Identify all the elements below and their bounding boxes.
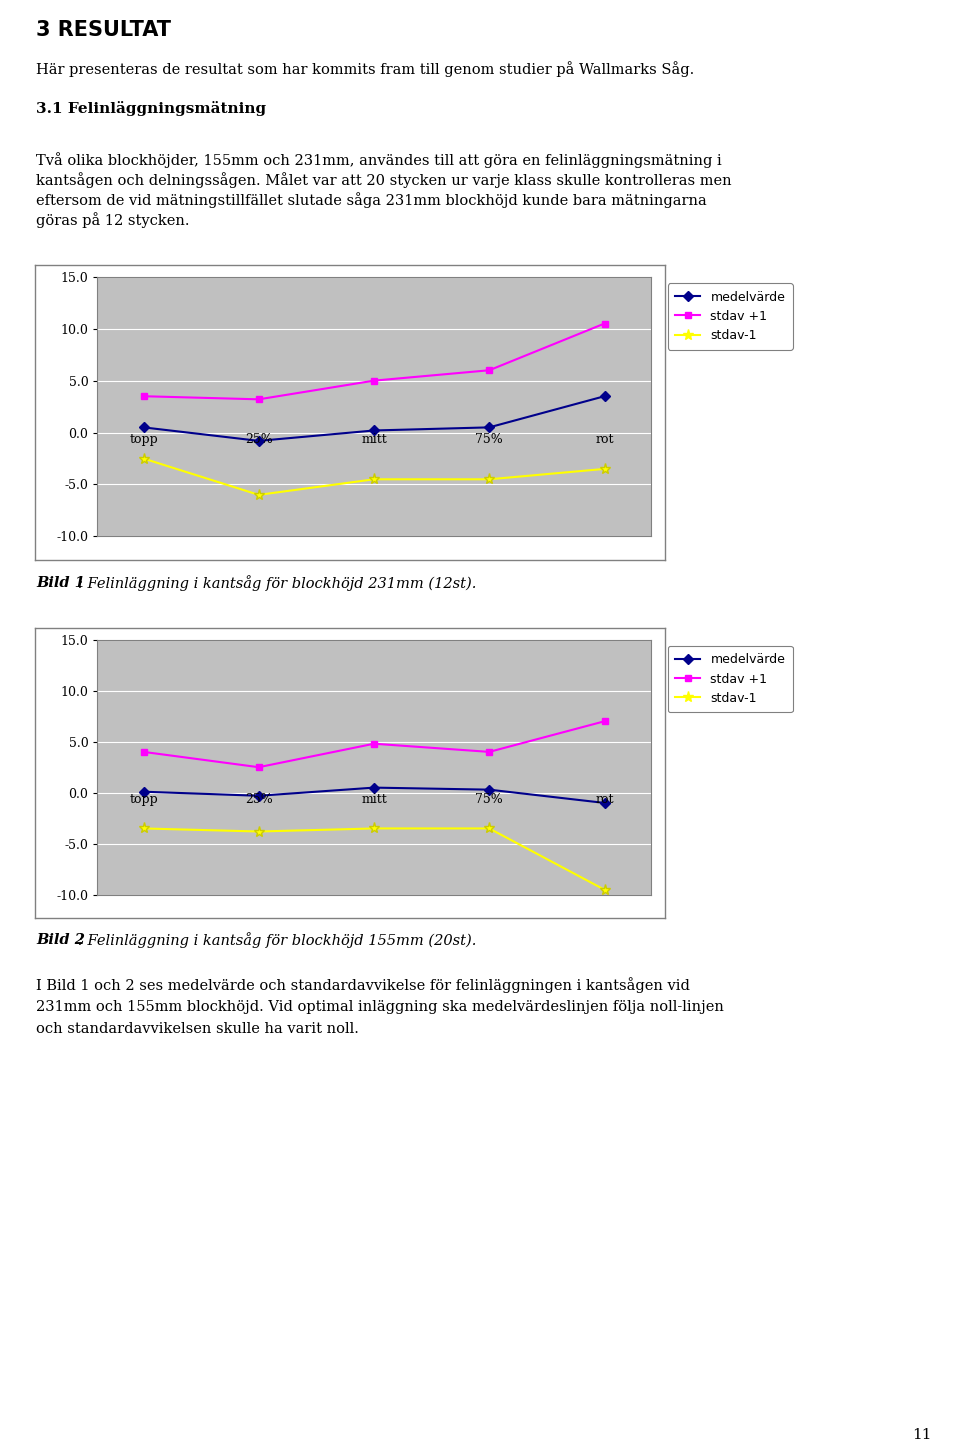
Text: : Felinläggning i kantsåg för blockhöjd 231mm (12st).: : Felinläggning i kantsåg för blockhöjd …: [78, 576, 476, 590]
Text: Här presenteras de resultat som har kommits fram till genom studier på Wallmarks: Här presenteras de resultat som har komm…: [36, 61, 695, 77]
Text: 3.1 Felinläggningsmätning: 3.1 Felinläggningsmätning: [36, 102, 267, 116]
Text: 75%: 75%: [475, 432, 503, 445]
Text: 25%: 25%: [245, 792, 273, 806]
Text: 11: 11: [912, 1428, 931, 1442]
Text: göras på 12 stycken.: göras på 12 stycken.: [36, 212, 190, 228]
Text: Bild 1: Bild 1: [36, 576, 85, 590]
Text: rot: rot: [595, 792, 613, 806]
Text: rot: rot: [595, 432, 613, 445]
Legend: medelvärde, stdav +1, stdav-1: medelvärde, stdav +1, stdav-1: [668, 284, 793, 349]
Text: 75%: 75%: [475, 792, 503, 806]
Text: I Bild 1 och 2 ses medelvärde och standardavvikelse för felinläggningen i kantså: I Bild 1 och 2 ses medelvärde och standa…: [36, 977, 690, 993]
Text: 231mm och 155mm blockhöjd. Vid optimal inläggning ska medelvärdeslinjen följa no: 231mm och 155mm blockhöjd. Vid optimal i…: [36, 1000, 725, 1013]
Text: Två olika blockhöjder, 155mm och 231mm, användes till att göra en felinläggnings: Två olika blockhöjder, 155mm och 231mm, …: [36, 153, 722, 169]
Legend: medelvärde, stdav +1, stdav-1: medelvärde, stdav +1, stdav-1: [668, 646, 793, 712]
Text: eftersom de vid mätningstillfället slutade såga 231mm blockhöjd kunde bara mätni: eftersom de vid mätningstillfället sluta…: [36, 192, 708, 208]
Text: 25%: 25%: [245, 432, 273, 445]
Text: topp: topp: [130, 432, 157, 445]
Text: topp: topp: [130, 792, 157, 806]
Text: mitt: mitt: [361, 432, 387, 445]
Text: 3 RESULTAT: 3 RESULTAT: [36, 20, 172, 41]
Text: : Felinläggning i kantsåg för blockhöjd 155mm (20st).: : Felinläggning i kantsåg för blockhöjd …: [78, 932, 476, 948]
Text: Bild 2: Bild 2: [36, 933, 85, 947]
Text: och standardavvikelsen skulle ha varit noll.: och standardavvikelsen skulle ha varit n…: [36, 1022, 359, 1037]
Text: mitt: mitt: [361, 792, 387, 806]
Text: kantsågen och delningssågen. Målet var att 20 stycken ur varje klass skulle kont: kantsågen och delningssågen. Målet var a…: [36, 172, 732, 188]
